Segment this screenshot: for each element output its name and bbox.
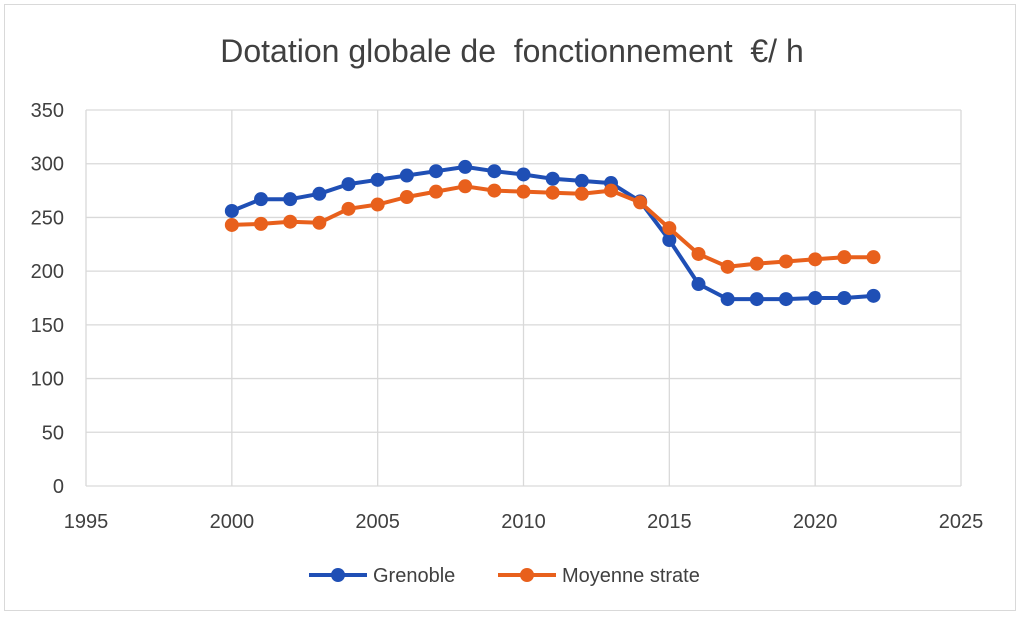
data-point bbox=[720, 259, 735, 274]
data-point bbox=[370, 197, 385, 212]
chart-title: Dotation globale de fonctionnement €/ h bbox=[220, 33, 804, 69]
data-point bbox=[662, 232, 677, 247]
y-tick-label: 200 bbox=[31, 261, 64, 283]
data-point bbox=[341, 201, 356, 216]
data-point bbox=[283, 214, 298, 229]
x-tick-label: 2000 bbox=[210, 511, 255, 533]
legend-marker bbox=[331, 568, 345, 582]
x-tick-label: 2020 bbox=[793, 511, 838, 533]
data-point bbox=[691, 246, 706, 261]
series-layer bbox=[224, 159, 881, 307]
y-tick-label: 50 bbox=[42, 422, 64, 444]
y-tick-label: 100 bbox=[31, 369, 64, 391]
x-axis-ticks: 1995 2000 2005 2010 2015 2020 2025 bbox=[64, 511, 984, 533]
data-point bbox=[633, 195, 648, 210]
data-point bbox=[604, 183, 618, 198]
chart-frame bbox=[4, 4, 1016, 611]
data-point bbox=[312, 186, 327, 201]
data-point bbox=[283, 192, 298, 207]
data-point bbox=[458, 179, 473, 194]
data-point bbox=[720, 292, 735, 307]
x-tick-label: 1995 bbox=[64, 511, 109, 533]
legend-label: Grenoble bbox=[373, 565, 455, 587]
legend-marker bbox=[520, 568, 534, 582]
data-point bbox=[224, 217, 239, 232]
x-tick-label: 2005 bbox=[355, 511, 400, 533]
x-tick-label: 2010 bbox=[501, 511, 546, 533]
data-point bbox=[254, 216, 268, 231]
data-point bbox=[224, 203, 239, 218]
data-point bbox=[574, 186, 589, 201]
data-point bbox=[399, 168, 414, 183]
data-point bbox=[312, 215, 327, 230]
data-point bbox=[487, 164, 502, 179]
y-tick-label: 0 bbox=[53, 476, 64, 498]
y-tick-label: 150 bbox=[31, 315, 64, 337]
data-point bbox=[254, 192, 268, 207]
y-tick-label: 350 bbox=[31, 100, 64, 122]
y-tick-label: 250 bbox=[31, 207, 64, 229]
y-axis-ticks: 0 50 100 150 200 250 300 350 bbox=[31, 100, 64, 498]
data-point bbox=[545, 171, 560, 186]
data-point bbox=[487, 183, 502, 198]
data-point bbox=[808, 291, 823, 305]
legend-label: Moyenne strate bbox=[562, 565, 700, 587]
data-point bbox=[837, 250, 852, 265]
data-point bbox=[341, 177, 356, 192]
data-point bbox=[429, 164, 443, 179]
data-point bbox=[370, 172, 385, 187]
data-point bbox=[837, 291, 852, 305]
data-point bbox=[866, 288, 881, 303]
data-point bbox=[399, 190, 414, 205]
y-tick-label: 300 bbox=[31, 154, 64, 176]
data-point bbox=[429, 184, 443, 199]
x-tick-label: 2015 bbox=[647, 511, 692, 533]
data-point bbox=[662, 221, 677, 236]
data-point bbox=[574, 173, 589, 188]
data-point bbox=[779, 254, 793, 269]
data-point bbox=[808, 252, 823, 267]
data-point bbox=[691, 277, 706, 292]
data-point bbox=[516, 184, 531, 199]
data-point bbox=[779, 292, 793, 307]
x-tick-label: 2025 bbox=[939, 511, 984, 533]
data-point bbox=[458, 159, 473, 174]
data-point bbox=[545, 185, 560, 200]
data-point bbox=[866, 250, 881, 265]
data-point bbox=[749, 256, 764, 271]
data-point bbox=[749, 292, 764, 307]
legend: Grenoble Moyenne strate bbox=[309, 565, 700, 587]
data-point bbox=[516, 167, 531, 182]
